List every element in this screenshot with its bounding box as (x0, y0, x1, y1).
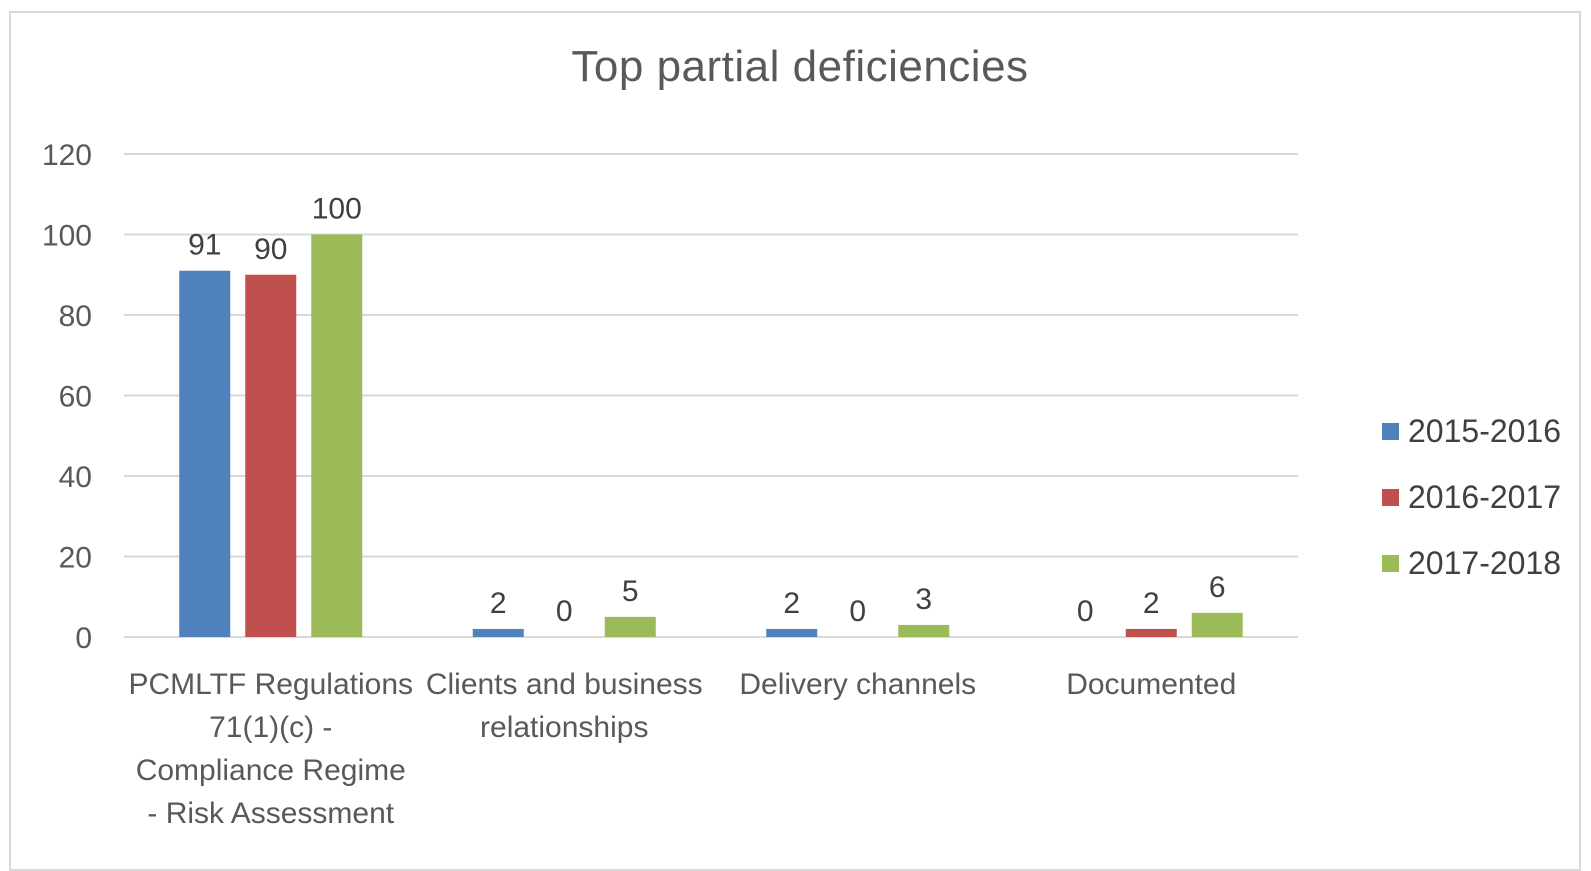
chart-title: Top partial deficiencies (571, 42, 1029, 91)
y-tick-label: 40 (59, 461, 92, 494)
bar (766, 628, 818, 637)
data-label: 91 (188, 229, 221, 262)
legend-label: 2015-2016 (1408, 412, 1562, 449)
data-label: 2 (783, 587, 800, 620)
category-label: Delivery channels (739, 668, 976, 701)
y-tick-label: 80 (59, 300, 92, 333)
y-tick-label: 60 (59, 381, 92, 414)
bar (311, 234, 363, 637)
legend-label: 2017-2018 (1408, 544, 1562, 581)
data-label: 0 (849, 595, 866, 628)
bar (245, 274, 297, 637)
data-label: 100 (312, 193, 362, 226)
bar (179, 270, 231, 637)
legend-item: 2016-2017 (1382, 464, 1561, 530)
y-tick-label: 0 (75, 622, 92, 655)
bar (472, 628, 524, 637)
bar (1125, 628, 1177, 637)
y-tick-label: 100 (42, 220, 92, 253)
legend-item: 2017-2018 (1382, 530, 1561, 596)
data-label: 0 (1077, 595, 1094, 628)
category-label: Compliance Regime (136, 754, 406, 787)
category-label: Clients and business (426, 668, 703, 701)
category-label: - Risk Assessment (147, 797, 394, 830)
data-label: 90 (254, 233, 287, 266)
category-label: Documented (1066, 668, 1236, 701)
legend-label: 2016-2017 (1408, 478, 1562, 515)
legend-swatch (1382, 554, 1399, 572)
legend-item: 2015-2016 (1382, 398, 1561, 464)
bar (1191, 612, 1243, 637)
data-label: 0 (556, 595, 573, 628)
legend: 2015-2016 2016-2017 2017-2018 (1382, 398, 1561, 596)
category-label: relationships (480, 711, 648, 744)
bar (604, 616, 656, 637)
bar (898, 624, 950, 637)
data-label: 2 (490, 587, 507, 620)
y-tick-label: 20 (59, 542, 92, 575)
data-label: 6 (1209, 571, 1226, 604)
y-tick-label: 120 (42, 139, 92, 172)
legend-swatch (1382, 422, 1399, 440)
data-label: 5 (622, 575, 639, 608)
legend-swatch (1382, 488, 1399, 506)
data-label: 3 (915, 583, 932, 616)
data-label: 2 (1143, 587, 1160, 620)
category-label: 71(1)(c) - (209, 711, 332, 744)
category-label: PCMLTF Regulations (128, 668, 413, 701)
